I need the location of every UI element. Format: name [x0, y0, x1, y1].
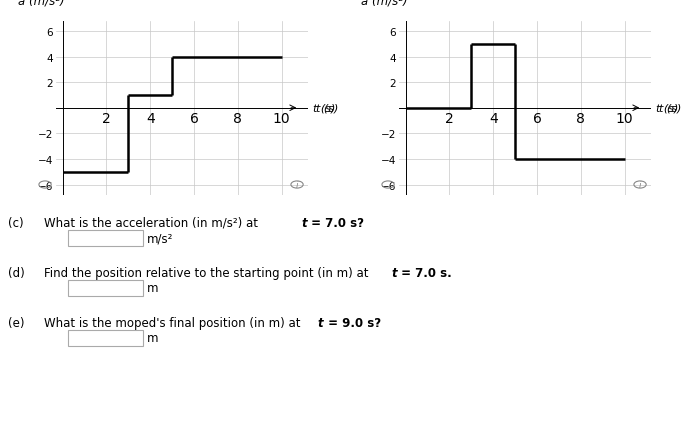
- Text: a (m/s²): a (m/s²): [361, 0, 408, 8]
- Text: a (m/s²): a (m/s²): [18, 0, 65, 8]
- Text: t (s): t (s): [316, 104, 338, 113]
- Text: Find the position relative to the starting point (in m) at: Find the position relative to the starti…: [44, 266, 372, 279]
- Text: t: t: [318, 316, 323, 329]
- Text: t (s): t (s): [313, 104, 335, 113]
- Text: t (s): t (s): [659, 104, 681, 113]
- Text: i: i: [296, 181, 298, 190]
- Bar: [68, 230, 143, 246]
- Bar: [68, 330, 143, 346]
- Text: = 9.0 s?: = 9.0 s?: [324, 316, 381, 329]
- Text: = 7.0 s.: = 7.0 s.: [397, 266, 452, 279]
- Text: t (s): t (s): [656, 104, 678, 113]
- Bar: [68, 280, 143, 296]
- Text: = 7.0 s?: = 7.0 s?: [307, 216, 364, 229]
- Text: t: t: [301, 216, 307, 229]
- Text: m: m: [147, 332, 158, 345]
- Text: i: i: [639, 181, 641, 190]
- Text: (e): (e): [8, 316, 25, 329]
- Text: (d): (d): [8, 266, 25, 279]
- Text: What is the acceleration (in m/s²) at: What is the acceleration (in m/s²) at: [44, 216, 262, 229]
- Text: What is the moped's final position (in m) at: What is the moped's final position (in m…: [44, 316, 304, 329]
- Text: m: m: [147, 282, 158, 295]
- Text: (c): (c): [8, 216, 24, 229]
- Text: t: t: [391, 266, 397, 279]
- Text: m/s²: m/s²: [147, 232, 174, 245]
